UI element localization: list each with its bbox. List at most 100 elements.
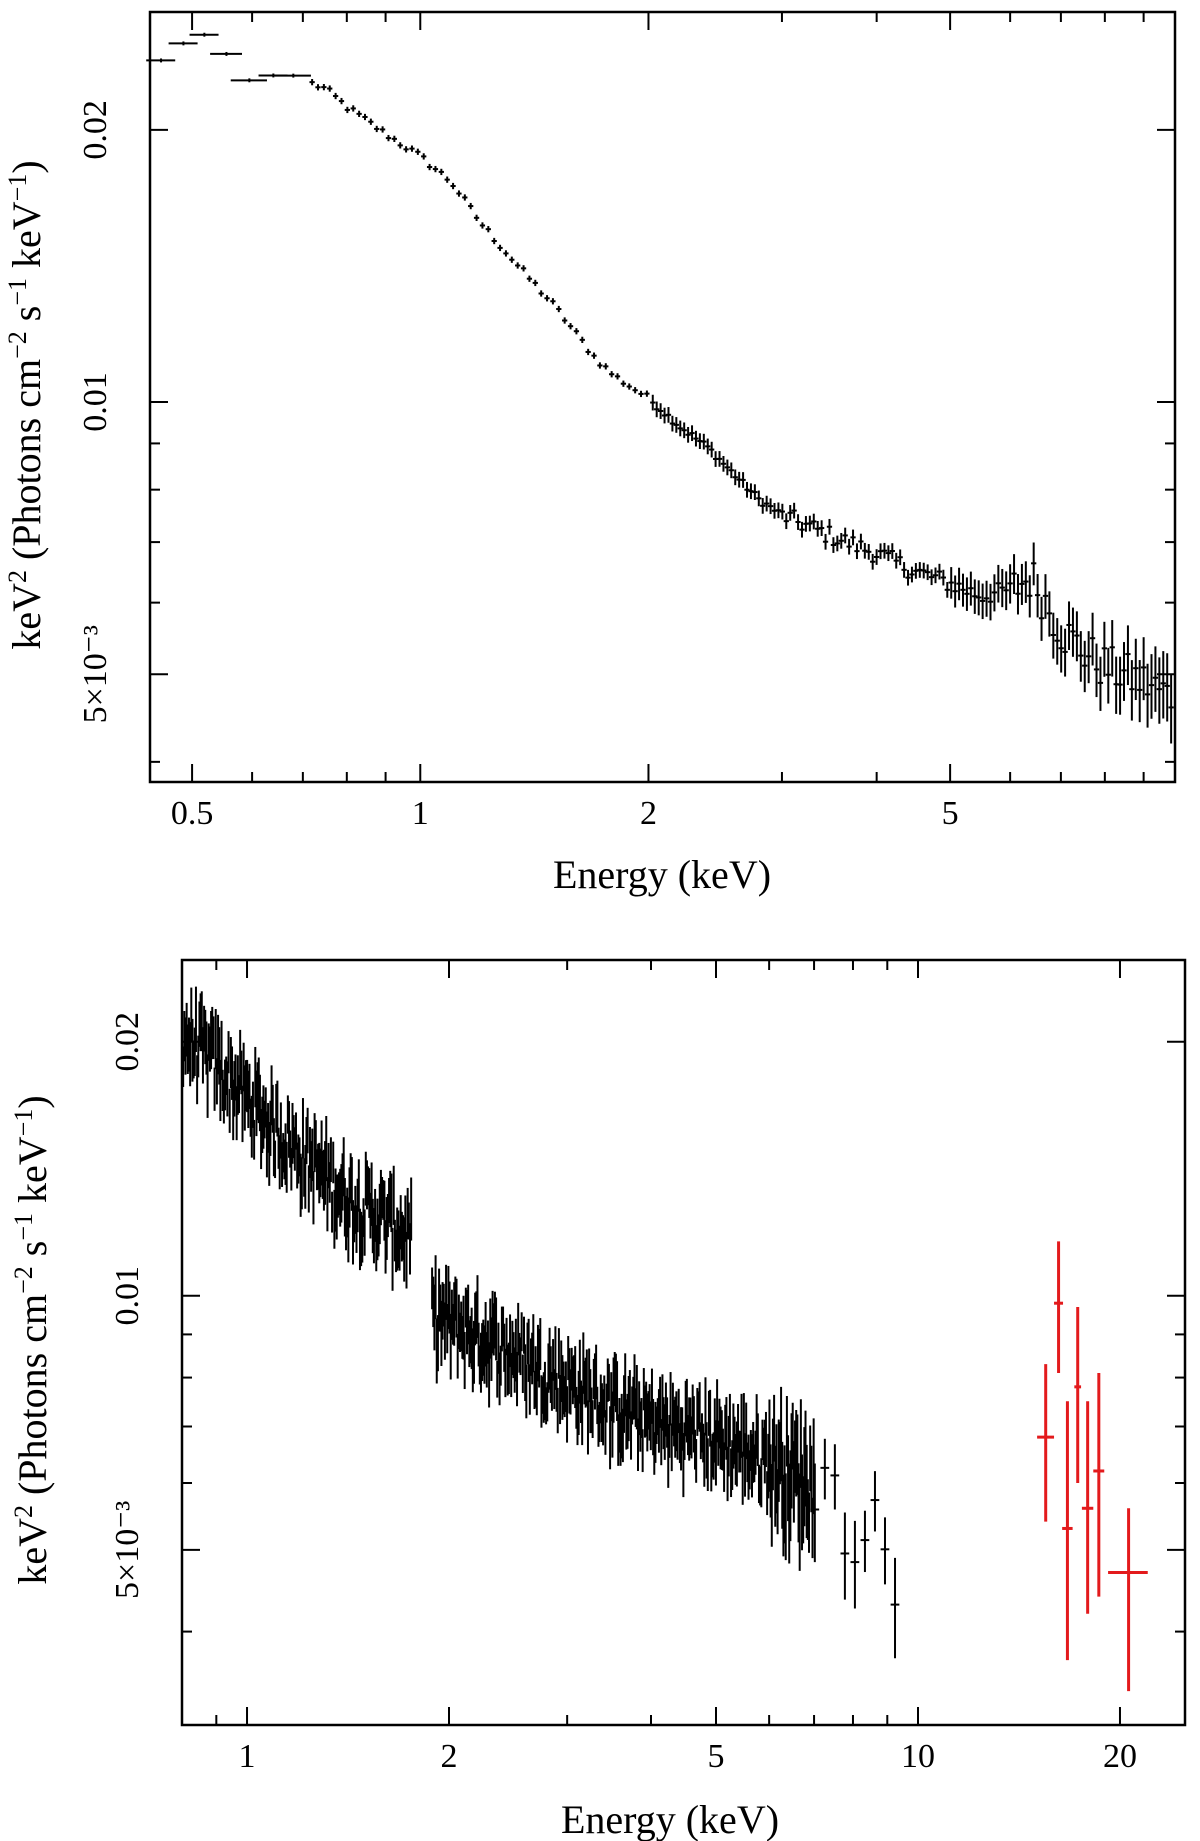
bottom-data-point [226, 1061, 229, 1117]
bottom-data-point [810, 1445, 813, 1513]
top-data-point [944, 582, 950, 598]
bottom-data-point [497, 1322, 500, 1374]
bottom-data-point [624, 1353, 627, 1417]
top-data-point [350, 105, 356, 112]
bottom-data-point [796, 1414, 799, 1495]
bottom-data-point [604, 1410, 607, 1455]
bottom-data-point [370, 1162, 373, 1226]
top-data-point [432, 165, 439, 173]
bottom-data-point [695, 1439, 698, 1483]
bottom-data-point [860, 1510, 870, 1573]
top-data-point [862, 542, 868, 559]
x-tick-label: 20 [1103, 1738, 1137, 1775]
bottom-data-point [714, 1420, 717, 1486]
top-data-point [873, 549, 880, 565]
top-data-point [760, 498, 766, 514]
top-data-point [657, 403, 664, 419]
bottom-data-point [666, 1397, 669, 1448]
top-data-point [956, 567, 962, 601]
bottom-data-point [455, 1278, 458, 1338]
top-data-point [716, 451, 723, 467]
top-data-point [579, 336, 585, 343]
bottom-data-point [640, 1398, 643, 1438]
bottom-data-point [279, 1102, 282, 1159]
top-data-point [1160, 651, 1166, 719]
top-data-point [1007, 564, 1013, 604]
top-data-point [573, 328, 580, 335]
bottom-data-point [830, 1444, 840, 1510]
top-data-point [964, 577, 970, 611]
bottom-data-point [520, 1312, 523, 1352]
top-data-point [368, 118, 374, 125]
bottom-data-point [488, 1342, 491, 1408]
top-data-point [438, 168, 444, 176]
bottom-data-point [383, 1180, 386, 1241]
top-data-point [1074, 611, 1080, 662]
top-data-point [473, 214, 480, 221]
bottom-data-point [685, 1378, 688, 1443]
top-data-point [567, 323, 574, 330]
bottom-data-point [390, 1173, 393, 1233]
bottom-data-point [234, 1054, 237, 1101]
bottom-spectrum-panel: 1 2 5 10 20 5×10⁻³ 0.01 0.02 Energy (keV) keV2… [9, 958, 1187, 1841]
top-data-point [665, 407, 672, 423]
top-data-point [385, 134, 392, 142]
bottom-red-data-point [1108, 1508, 1148, 1692]
top-data-point [885, 545, 892, 562]
top-spectrum-panel: 0.5 1 2 5 5×10⁻³ 0.01 0.02 Energy (keV) keV2 … [3, 10, 1177, 897]
bottom-data-point [745, 1402, 748, 1460]
bottom-data-point [357, 1159, 360, 1212]
top-data-point [807, 515, 813, 532]
top-data-point [614, 373, 621, 380]
top-x-axis-title: Energy (keV) [553, 852, 771, 897]
bottom-data-point [660, 1419, 663, 1466]
top-y-tick-labels: 5×10⁻³ 0.01 0.02 [77, 100, 114, 723]
top-data-point [870, 553, 876, 570]
bottom-data-point [456, 1333, 459, 1379]
top-data-point [1152, 646, 1159, 712]
top-data-point [834, 535, 840, 552]
top-data-point [972, 579, 978, 614]
top-data-point [936, 563, 943, 580]
bottom-data-point [523, 1316, 526, 1354]
bottom-data-point [810, 1463, 820, 1563]
bottom-data-point [703, 1432, 706, 1487]
bottom-data-point [799, 1399, 802, 1488]
bottom-data-point [507, 1342, 510, 1395]
top-data-point [960, 573, 966, 607]
bottom-data-point [798, 1473, 801, 1571]
top-data-point [544, 295, 550, 302]
bottom-data-point [773, 1394, 776, 1462]
top-data-point [905, 569, 911, 586]
bottom-data-point [649, 1401, 652, 1451]
top-data-point [597, 362, 603, 369]
bottom-data-point [756, 1413, 759, 1466]
top-data-point [744, 481, 750, 498]
top-data-point [409, 145, 415, 152]
bottom-data-point [486, 1320, 489, 1364]
top-data-point [858, 533, 864, 550]
top-data-point [705, 438, 711, 455]
bottom-data-point [477, 1322, 480, 1367]
bottom-data-point [264, 1087, 267, 1128]
bottom-data-point [445, 1264, 448, 1320]
bottom-data-point [182, 1046, 185, 1087]
top-data-point [344, 106, 350, 114]
top-data-point [928, 569, 935, 586]
top-data-point [897, 549, 903, 566]
top-data-point [1082, 640, 1088, 693]
bottom-data-point [723, 1442, 726, 1492]
bottom-data-point [499, 1345, 502, 1386]
top-data-point [309, 78, 315, 86]
top-data-point [609, 371, 615, 378]
y-tick-label: 0.02 [109, 1012, 146, 1072]
top-data-point [403, 146, 409, 153]
top-data-point [1140, 637, 1147, 701]
bottom-data-point [347, 1197, 350, 1263]
top-data-point [854, 543, 860, 560]
bottom-data-point [641, 1429, 644, 1473]
bottom-red-data-point [1054, 1241, 1064, 1374]
bottom-data-point [271, 1084, 274, 1133]
bottom-data-point [870, 1471, 880, 1532]
top-data-point [948, 567, 954, 599]
